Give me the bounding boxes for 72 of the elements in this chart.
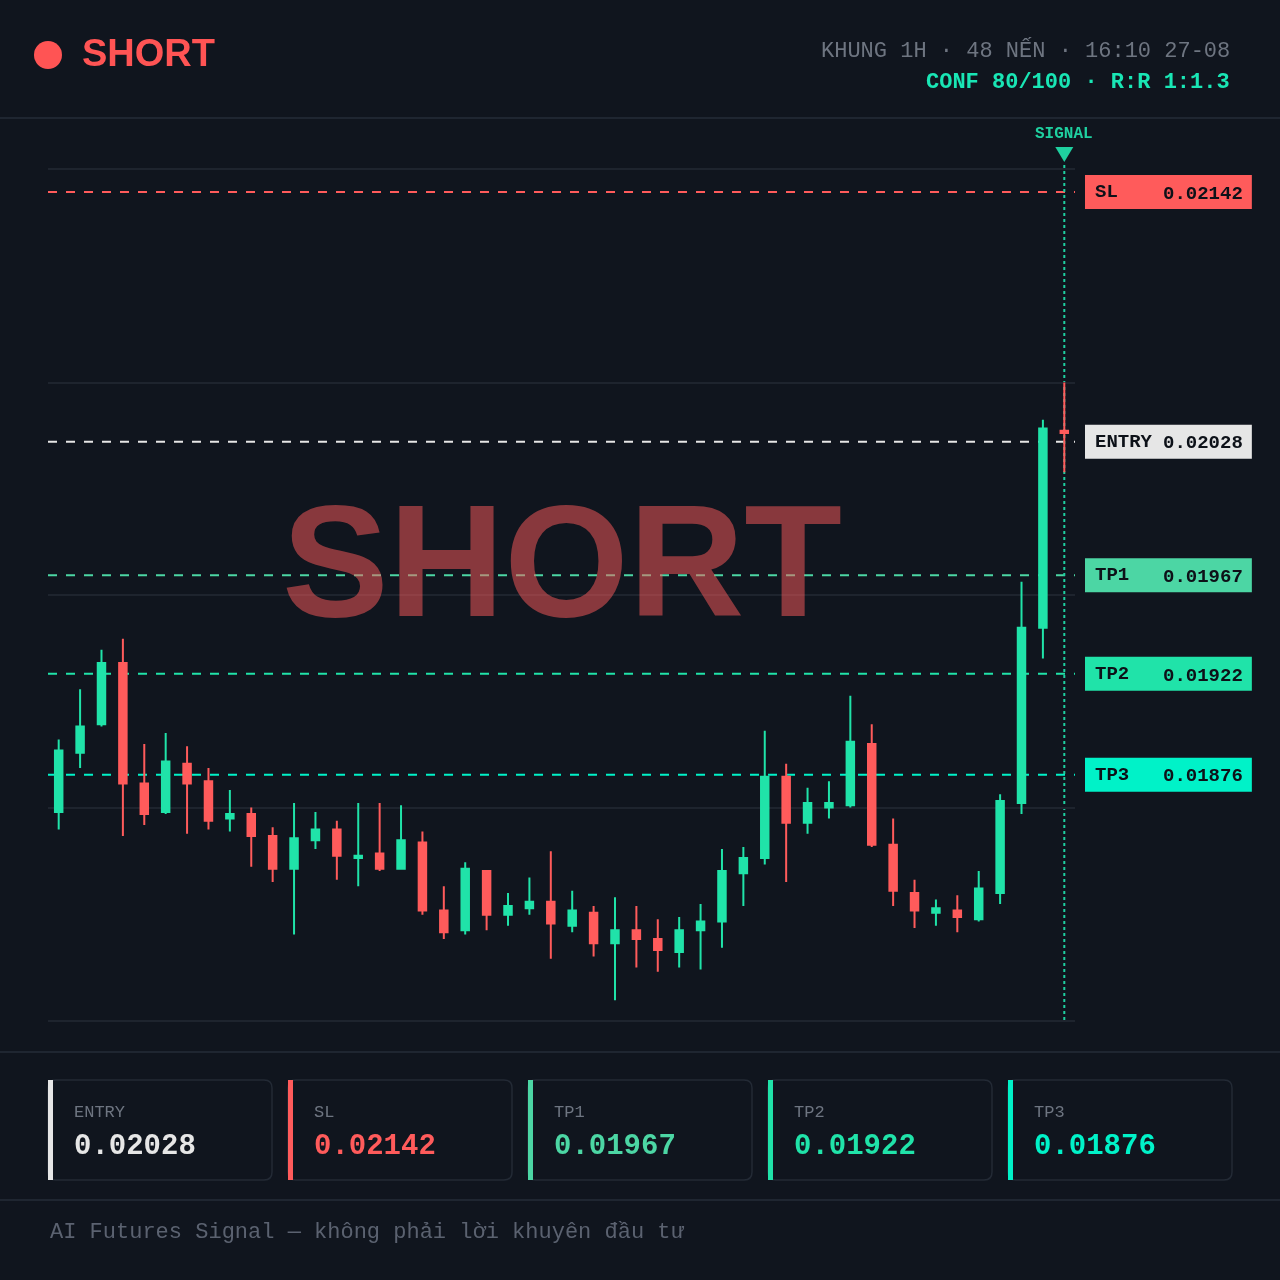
candlestick [653, 918, 663, 973]
candlestick [439, 885, 449, 940]
y-tick-label: 0.01876 [1163, 765, 1243, 788]
candlestick [353, 802, 363, 888]
candlestick [973, 870, 984, 923]
category-label: ENTRY [74, 1103, 126, 1122]
candlestick [738, 845, 749, 908]
data-label: 0.01967 [554, 1130, 676, 1163]
candlestick [995, 793, 1005, 905]
data-label: 0.02028 [74, 1130, 196, 1163]
candlestick [289, 802, 299, 936]
y-tick-label: 0.01967 [1163, 565, 1243, 588]
candlestick [374, 802, 385, 873]
candlestick [396, 804, 406, 870]
candlestick [845, 694, 856, 809]
candlestick [203, 767, 214, 831]
candlestick [53, 738, 64, 831]
text: SIGNAL [1035, 125, 1093, 143]
candlestick [588, 905, 599, 958]
category-label: TP1 [554, 1103, 585, 1122]
candlestick [802, 786, 813, 835]
y-tick-label: 0.01922 [1163, 664, 1243, 687]
candlestick [182, 745, 192, 835]
chart-subtitle: KHUNG 1H · 48 NẾN · 16:10 27-08 [821, 37, 1231, 64]
candlestick [824, 780, 834, 820]
candlestick [909, 878, 920, 929]
candlestick [246, 806, 256, 868]
candlestick [631, 905, 642, 969]
candlestick [888, 817, 898, 908]
candlestick [267, 826, 278, 883]
candlestick [524, 876, 535, 916]
ref-line-label: ENTRY [1095, 431, 1153, 453]
data-label: 0.01876 [1034, 1130, 1156, 1163]
candlestick [695, 902, 706, 971]
category-label: TP2 [794, 1103, 825, 1122]
candlestick [674, 916, 684, 969]
candlestick [417, 830, 428, 916]
data-label: 0.02142 [314, 1130, 436, 1163]
candlestick [503, 891, 513, 927]
category-label: SL [314, 1103, 335, 1122]
candlestick [481, 870, 492, 932]
candlestick [118, 637, 128, 837]
candlestick [952, 894, 963, 934]
ref-line-label: TP3 [1095, 764, 1130, 786]
candlestick [931, 898, 941, 927]
candlestick [75, 688, 85, 770]
candlestick [867, 723, 877, 848]
candlestick [460, 861, 470, 936]
annotation: SHORT [282, 471, 842, 650]
candlestick [332, 819, 342, 881]
candlestick [1038, 418, 1048, 660]
y-tick-label: 0.02142 [1163, 182, 1243, 205]
candlestick [160, 732, 171, 816]
ref-line-label: TP2 [1095, 663, 1130, 685]
text: CONF 80/100 · R:R 1:1.3 [926, 70, 1230, 95]
ref-line-label: TP1 [1095, 564, 1130, 586]
data-label: 0.01922 [794, 1130, 916, 1163]
ref-line-label: SL [1095, 181, 1118, 203]
category-label: TP3 [1034, 1103, 1065, 1122]
candlestick [546, 850, 556, 960]
candlestick [1059, 381, 1070, 474]
candlestick [781, 762, 791, 883]
candlestick [717, 848, 727, 949]
candlestick [567, 889, 577, 934]
chart-title: SHORT [82, 32, 215, 74]
candlestick [610, 896, 620, 1002]
y-tick-label: 0.02028 [1163, 432, 1243, 455]
candlestick [139, 742, 150, 827]
text: AI Futures Signal — không phải lời khuyên đầu tư [50, 1220, 685, 1245]
candlestick [760, 729, 770, 866]
candlestick [310, 810, 321, 851]
candlestick [225, 788, 235, 833]
